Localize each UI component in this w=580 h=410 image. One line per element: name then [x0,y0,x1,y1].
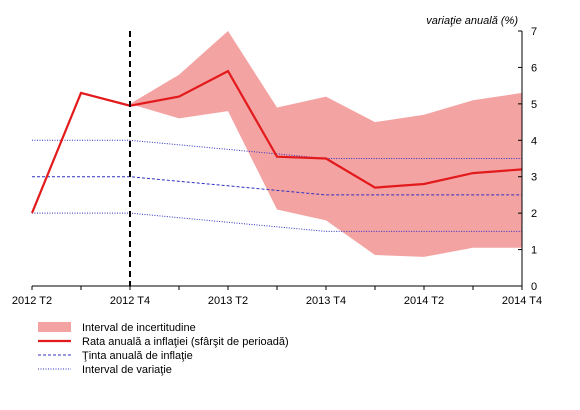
x-tick-label: 2012 T4 [110,295,150,307]
series-line-0 [30,69,523,214]
y-tick-label: 1 [531,245,537,257]
x-tick-label: 2012 T2 [12,295,52,307]
y-tick-label: 3 [531,172,537,184]
legend-label: Ţinta anuală de inflaţie [82,350,193,362]
y-tick-label: 2 [531,208,537,220]
y-axis-label: variaţie anuală (%) [426,15,518,27]
y-tick-label: 7 [531,26,537,38]
series-line-2 [32,139,522,159]
series-line-3 [32,212,522,232]
legend-label: Rata anuală a inflaţiei (sfârşit de peri… [82,336,289,348]
uncertainty-band [130,31,522,257]
x-tick-label: 2014 T2 [404,295,444,307]
legend-label: Interval de variaţie [82,364,172,376]
y-tick-label: 5 [531,99,537,111]
y-tick-label: 4 [531,135,537,147]
x-tick-label: 2013 T4 [306,295,346,307]
series-line-1 [32,176,522,196]
y-tick-label: 6 [531,62,537,74]
legend-label: Interval de incertitudine [82,322,196,334]
y-tick-label: 0 [531,281,537,293]
x-tick-label: 2013 T2 [208,295,248,307]
legend-swatch-band [38,322,71,332]
x-tick-label: 2014 T4 [502,295,542,307]
